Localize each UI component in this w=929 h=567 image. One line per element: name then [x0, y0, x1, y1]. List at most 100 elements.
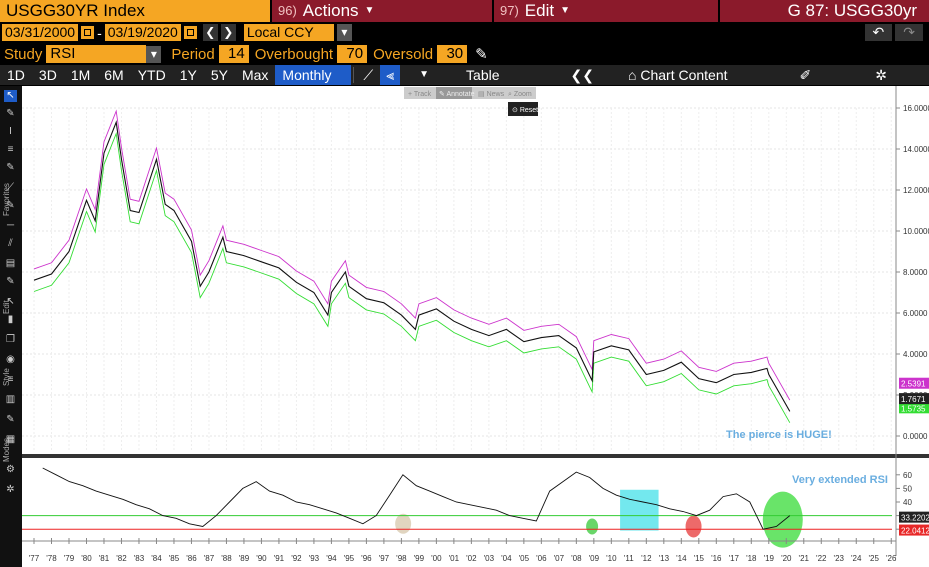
period-ytd[interactable]: YTD: [137, 67, 166, 83]
close-price-label: 1.7671: [901, 395, 926, 404]
draw-icon[interactable]: ✎: [6, 108, 15, 119]
period-1y[interactable]: 1Y: [179, 67, 197, 83]
chevron-down-icon[interactable]: ▾: [336, 24, 352, 41]
x-tick-label: '17: [729, 554, 740, 563]
chevron-down-icon[interactable]: ▼: [419, 69, 430, 80]
oversold-input[interactable]: 30: [437, 45, 468, 63]
collapse-icon[interactable]: ❮❮: [570, 67, 594, 83]
end-date-field[interactable]: 03/19/2020: [104, 24, 181, 41]
line-icon[interactable]: ─: [6, 220, 15, 231]
x-tick-label: '14: [676, 554, 687, 563]
x-tick-label: '24: [851, 554, 862, 563]
annotations: The pierce is HUGE! Very extended RSI: [395, 429, 888, 548]
calendar-icon[interactable]: [81, 26, 95, 39]
frequency-select[interactable]: Monthly ▼: [275, 65, 352, 103]
calendar-icon[interactable]: [183, 26, 197, 39]
period-5y[interactable]: 5Y: [210, 67, 228, 83]
x-tick-label: '05: [519, 554, 530, 563]
pointer-icon[interactable]: ↖: [4, 90, 17, 102]
chart-content-button[interactable]: ⌂ Chart Content: [621, 65, 735, 85]
upper-band-label: 2.5391: [901, 380, 926, 389]
rsi-series: [22, 467, 892, 530]
period-input[interactable]: 14: [218, 45, 249, 63]
width-icon[interactable]: ▥: [5, 394, 16, 405]
y-tick-label: 14.0000: [903, 145, 929, 154]
overbought-label: Overbought: [254, 45, 334, 63]
dropdown-arrow-icon: ▼: [560, 5, 570, 16]
fib-icon[interactable]: ≡: [7, 144, 14, 155]
x-tick-label: '97: [379, 554, 390, 563]
undo-icon[interactable]: ↶: [864, 24, 893, 41]
edit-menu[interactable]: 97) Edit ▼: [494, 0, 718, 22]
study-select[interactable]: RSI: [46, 45, 147, 63]
settings-icon[interactable]: ⚙: [6, 464, 15, 475]
oversold-label: Oversold: [373, 45, 434, 63]
zoom-button[interactable]: ⌕ Zoom: [508, 91, 532, 98]
pointer-icon[interactable]: ↖: [6, 296, 15, 307]
draw-icon[interactable]: ✎: [6, 162, 15, 173]
x-tick-label: '15: [694, 554, 705, 563]
draw-icon[interactable]: ✎: [6, 276, 15, 287]
bar-chart-icon[interactable]: ⫷: [380, 65, 401, 85]
draw-icon[interactable]: ✎: [6, 414, 15, 425]
study-label: Study: [4, 45, 43, 63]
period-3d[interactable]: 3D: [38, 67, 57, 83]
prev-arrow-icon[interactable]: ❮: [202, 24, 218, 41]
chart-area[interactable]: The pierce is HUGE! Very extended RSI 16.…: [22, 86, 929, 567]
news-button[interactable]: ▤ News: [478, 91, 505, 98]
reset-button[interactable]: ⊙ Reset: [512, 107, 538, 114]
x-tick-label: '20: [781, 554, 792, 563]
page-title: G 87: USGG30yr: [720, 0, 929, 22]
annotate-button[interactable]: ✎ Annotate: [439, 91, 475, 98]
copy-icon[interactable]: ❐: [6, 334, 15, 345]
y-tick-label: 10.0000: [903, 227, 929, 236]
ruler-icon[interactable]: ⟋: [7, 182, 14, 193]
line-chart-icon[interactable]: ⟋: [363, 67, 374, 83]
channel-icon[interactable]: ⫽: [8, 238, 13, 249]
rsi-annotation: Very extended RSI: [792, 474, 888, 486]
pencil-icon[interactable]: ✎: [475, 46, 488, 63]
trash-icon[interactable]: ▮: [7, 314, 14, 325]
period-max[interactable]: Max: [241, 67, 269, 83]
next-arrow-icon[interactable]: ❯: [220, 24, 236, 41]
color-icon[interactable]: ◉: [6, 354, 15, 365]
x-tick-label: '13: [659, 554, 670, 563]
period-1m[interactable]: 1M: [70, 67, 91, 83]
brush-icon[interactable]: ▤: [5, 258, 16, 269]
chevron-down-icon[interactable]: ▾: [146, 45, 162, 63]
edit-chart-icon[interactable]: ✐: [799, 67, 812, 83]
gear-icon[interactable]: ✲: [875, 67, 887, 83]
rsi-oversold-label: 22.0412: [901, 527, 929, 536]
rsi-y-tick-label: 50: [903, 484, 912, 493]
line-style-icon[interactable]: ≡: [7, 374, 14, 385]
overbought-input[interactable]: 70: [337, 45, 368, 63]
x-tick-label: '79: [64, 554, 75, 563]
currency-select[interactable]: Local CCY: [243, 24, 334, 41]
ticker-field[interactable]: USGG30YR Index: [0, 0, 270, 22]
gear-icon[interactable]: ✲: [6, 484, 15, 495]
x-tick-label: '89: [239, 554, 250, 563]
mode-icon[interactable]: ▦: [5, 434, 16, 445]
chart-content-label: Chart Content: [640, 67, 728, 83]
period-6m[interactable]: 6M: [104, 67, 124, 83]
panel-divider[interactable]: [22, 454, 929, 458]
track-button[interactable]: + Track: [408, 91, 432, 98]
x-tick-label: '08: [571, 554, 582, 563]
lower-band-label: 1.5735: [901, 404, 926, 413]
close-price-label-bg: [899, 393, 929, 405]
redo-icon[interactable]: ↷: [895, 24, 923, 41]
x-tick-label: '22: [816, 554, 827, 563]
period-1d[interactable]: 1D: [7, 67, 25, 83]
draw-icon[interactable]: ✎: [6, 200, 15, 211]
x-tick-label: '02: [466, 554, 477, 563]
upper-band-label-bg: [899, 377, 929, 389]
actions-number: 96): [278, 3, 297, 18]
axes: 16.0000 14.0000 12.0000 10.0000 8.0000 6.0000…: [22, 86, 929, 563]
x-tick-label: '23: [834, 554, 845, 563]
actions-menu[interactable]: 96) Actions ▼: [272, 0, 492, 22]
text-icon[interactable]: I: [9, 126, 12, 137]
table-button[interactable]: Table: [466, 67, 500, 83]
y-tick-label: 12.0000: [903, 186, 929, 195]
start-date-field[interactable]: 03/31/2000: [2, 24, 79, 41]
x-tick-label: '87: [204, 554, 215, 563]
